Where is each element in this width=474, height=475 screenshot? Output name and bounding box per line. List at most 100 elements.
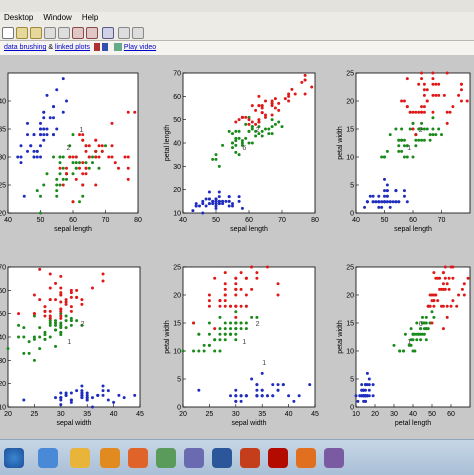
data-point bbox=[221, 202, 225, 206]
data-point bbox=[69, 309, 73, 313]
data-point bbox=[80, 389, 84, 393]
data-point bbox=[59, 286, 63, 290]
data-point bbox=[234, 338, 238, 342]
data-point bbox=[204, 204, 208, 208]
data-point bbox=[257, 104, 261, 108]
data-point bbox=[234, 129, 238, 133]
data-point bbox=[234, 321, 238, 325]
data-point bbox=[457, 293, 461, 297]
data-point bbox=[69, 305, 73, 309]
data-point bbox=[237, 118, 241, 122]
data-point bbox=[255, 383, 259, 387]
data-point bbox=[265, 394, 269, 398]
matlab-icon[interactable] bbox=[296, 448, 316, 468]
data-point bbox=[214, 197, 218, 201]
data-point bbox=[80, 391, 84, 395]
data-point bbox=[223, 327, 227, 331]
firefox-icon[interactable] bbox=[128, 448, 148, 468]
vlc-icon[interactable] bbox=[100, 448, 120, 468]
data-point bbox=[231, 132, 234, 136]
data-point bbox=[59, 391, 63, 395]
menu-window[interactable]: Window bbox=[43, 13, 72, 22]
data-point bbox=[126, 110, 130, 114]
data-point bbox=[59, 403, 63, 407]
data-point bbox=[211, 157, 215, 161]
app2-icon[interactable] bbox=[324, 448, 344, 468]
x-tick-label: 20 bbox=[4, 411, 12, 418]
data-point bbox=[426, 327, 430, 331]
axes-box bbox=[7, 72, 139, 214]
data-point bbox=[254, 134, 258, 138]
x-axis-label: sepal width bbox=[231, 420, 266, 427]
data-point bbox=[71, 172, 75, 176]
app-icon[interactable] bbox=[184, 448, 204, 468]
select-icon[interactable] bbox=[2, 27, 14, 39]
data-point bbox=[194, 202, 198, 206]
data-point bbox=[445, 315, 449, 319]
data-point bbox=[356, 399, 360, 403]
data-point bbox=[421, 315, 424, 319]
folder-icon[interactable] bbox=[70, 448, 90, 468]
data-point bbox=[39, 155, 42, 159]
data-point bbox=[244, 293, 248, 297]
pan-icon[interactable] bbox=[44, 27, 56, 39]
ie-icon[interactable] bbox=[38, 448, 58, 468]
data-point bbox=[101, 389, 105, 393]
data-point bbox=[270, 125, 274, 129]
data-point bbox=[22, 326, 26, 330]
data-point bbox=[78, 166, 81, 170]
data-point bbox=[244, 136, 248, 140]
brush-icon[interactable] bbox=[86, 27, 98, 39]
start-orb-icon[interactable] bbox=[4, 448, 24, 468]
data-point bbox=[440, 133, 443, 137]
data-point bbox=[55, 189, 59, 193]
y-tick-label: 10 bbox=[173, 211, 181, 218]
data-point bbox=[59, 293, 63, 297]
network-icon[interactable] bbox=[156, 448, 176, 468]
legend-icon[interactable] bbox=[132, 27, 144, 39]
zoom-out-icon[interactable] bbox=[30, 27, 42, 39]
data-cursor-icon[interactable] bbox=[72, 27, 84, 39]
data-point bbox=[400, 127, 404, 131]
data-point bbox=[201, 199, 205, 203]
data-point bbox=[455, 304, 459, 308]
data-point bbox=[400, 149, 404, 153]
zoom-in-icon[interactable] bbox=[16, 27, 28, 39]
data-point bbox=[273, 97, 277, 101]
data-point bbox=[32, 133, 36, 137]
data-point bbox=[38, 335, 42, 339]
data-point bbox=[43, 309, 47, 313]
data-point bbox=[81, 138, 85, 142]
data-point bbox=[367, 388, 371, 392]
acrobat-icon[interactable] bbox=[268, 448, 288, 468]
data-point bbox=[52, 133, 55, 137]
y-tick-label: 0 bbox=[350, 405, 354, 412]
data-point bbox=[126, 177, 130, 181]
data-point bbox=[35, 155, 39, 159]
data-point bbox=[218, 304, 222, 308]
data-point bbox=[260, 106, 264, 110]
rotate-icon[interactable] bbox=[58, 27, 70, 39]
menu-desktop[interactable]: Desktop bbox=[4, 13, 34, 22]
data-point bbox=[383, 200, 386, 204]
data-point bbox=[420, 110, 424, 114]
data-point bbox=[87, 144, 91, 148]
link-icon[interactable] bbox=[102, 27, 114, 39]
data-point bbox=[422, 110, 426, 114]
colorbar-icon[interactable] bbox=[118, 27, 130, 39]
data-point bbox=[244, 122, 248, 126]
cluster-marker: 1 bbox=[407, 339, 411, 346]
menu-help[interactable]: Help bbox=[81, 13, 99, 22]
linked-plots-link[interactable]: linked plots bbox=[55, 44, 91, 51]
data-point bbox=[405, 155, 409, 159]
data-point bbox=[61, 166, 65, 170]
data-brushing-link[interactable]: data brushing bbox=[4, 44, 47, 51]
word-icon[interactable] bbox=[212, 448, 232, 468]
data-point bbox=[422, 82, 426, 86]
data-point bbox=[422, 332, 426, 336]
powerpoint-icon[interactable] bbox=[240, 448, 260, 468]
data-point bbox=[398, 349, 402, 353]
data-point bbox=[442, 93, 446, 97]
data-point bbox=[419, 338, 423, 342]
play-video-link[interactable]: Play video bbox=[123, 44, 157, 51]
